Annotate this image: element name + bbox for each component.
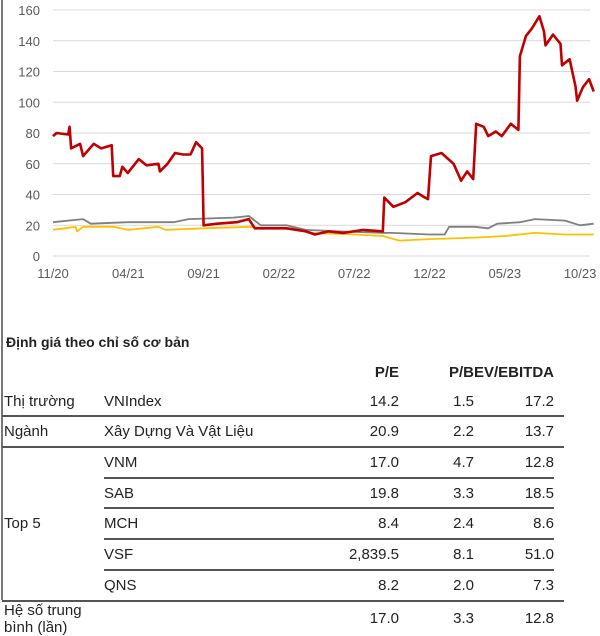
table-row: Thị trường VNIndex 14.2 1.5 17.2	[2, 386, 565, 418]
row-group: Hệ số trung bình (lần)	[4, 601, 82, 636]
pb-value: 3.3	[399, 477, 474, 510]
y-tick-label: 40	[26, 188, 40, 203]
row-group	[2, 539, 104, 570]
ev-ebitda-value: 51.0	[474, 539, 555, 571]
spacer	[554, 569, 565, 602]
table-row: VNM 17.0 4.7 12.8	[2, 447, 564, 479]
y-tick-label: 100	[18, 95, 40, 110]
y-tick-label: 140	[18, 34, 40, 49]
ev-ebitda-value: 7.3	[474, 569, 555, 602]
left-border	[1, 0, 3, 600]
spacer	[554, 508, 564, 539]
x-tick-label: 05/23	[489, 266, 522, 281]
row-group	[2, 447, 104, 478]
header-pb: P/B	[448, 363, 474, 381]
ev-ebitda-value: 12.8	[474, 447, 555, 479]
pe-value: 2,839.5	[334, 539, 399, 571]
series-line-gray	[52, 215, 594, 236]
pe-value: 19.8	[334, 477, 399, 510]
row-group: Top 5	[4, 515, 41, 533]
series-line-red	[52, 14, 595, 236]
table-row: Top 5 MCH 8.4 2.4 8.6	[2, 508, 564, 541]
row-group	[2, 478, 104, 509]
spacer	[554, 601, 564, 636]
price-chart: 0 20 40 60 80 100 120 140 160 11/20 04/21 09/21 02/2…	[18, 3, 597, 281]
pe-value: 17.0	[334, 447, 399, 479]
ev-ebitda-value: 18.5	[474, 477, 555, 510]
row-name	[104, 601, 334, 636]
spacer	[554, 478, 564, 509]
x-tick-label: 07/22	[338, 266, 371, 281]
y-tick-label: 80	[26, 126, 40, 141]
x-tick-label: 10/23	[564, 266, 597, 281]
x-tick-label: 11/20	[37, 266, 69, 281]
table-row: Hệ số trung bình (lần) 17.0 3.3 12.8	[2, 601, 564, 636]
header-pe: P/E	[374, 363, 399, 381]
y-tick-label: 60	[26, 157, 40, 172]
y-tick-label: 160	[18, 3, 40, 18]
row-name: Xây Dựng Và Vật Liệu	[104, 416, 334, 449]
ev-ebitda-value: 8.6	[474, 508, 555, 541]
row-name: VNM	[104, 447, 334, 479]
pb-value: 3.3	[453, 610, 474, 627]
table-row: SAB 19.8 3.3 18.5	[2, 477, 564, 510]
x-tick-label: 04/21	[112, 266, 145, 281]
pb-value: 1.5	[399, 386, 474, 418]
pb-value: 2.2	[399, 416, 474, 449]
row-name: VNIndex	[104, 386, 334, 418]
pe-value: 8.2	[334, 569, 399, 602]
pe-value: 14.2	[334, 386, 399, 418]
table-header: P/E P/B EV/EBITDA	[2, 358, 564, 387]
row-name: MCH	[104, 508, 334, 541]
pb-value: 2.4	[399, 508, 474, 541]
y-tick-label: 120	[18, 65, 40, 80]
pb-value: 4.7	[399, 447, 474, 479]
row-name: SAB	[104, 477, 334, 510]
row-name: QNS	[104, 569, 334, 602]
pe-value: 8.4	[334, 508, 399, 541]
valuation-table: P/E P/B EV/EBITDA Thị trường VNIndex 14.2 1…	[2, 358, 565, 636]
row-group: Thị trường	[2, 386, 104, 418]
y-tick-label: 20	[26, 218, 40, 233]
row-group: Ngành	[2, 416, 104, 449]
x-tick-label: 12/22	[413, 266, 446, 281]
row-group	[2, 569, 104, 602]
pb-value: 8.1	[399, 539, 474, 571]
x-tick-label: 09/21	[187, 266, 220, 281]
spacer	[554, 416, 565, 449]
pb-value: 2.0	[399, 569, 474, 602]
table-row: QNS 8.2 2.0 7.3	[2, 569, 565, 602]
spacer	[554, 386, 565, 418]
ev-ebitda-value: 12.8	[524, 610, 555, 627]
ev-ebitda-value: 17.2	[474, 386, 555, 418]
pe-value: 17.0	[369, 610, 399, 627]
ev-ebitda-value: 13.7	[474, 416, 555, 449]
header-ev-ebitda: EV/EBITDA	[474, 363, 555, 381]
pe-value: 20.9	[334, 416, 399, 449]
table-title: Định giá theo chỉ số cơ bản	[6, 334, 190, 350]
table-row: Ngành Xây Dựng Và Vật Liệu 20.9 2.2 13.7	[2, 416, 565, 449]
spacer	[554, 539, 564, 570]
table-row: VSF 2,839.5 8.1 51.0	[2, 539, 564, 571]
row-name: VSF	[104, 539, 334, 571]
y-tick-label: 0	[33, 249, 40, 264]
spacer	[554, 447, 564, 478]
x-tick-label: 02/22	[263, 266, 296, 281]
